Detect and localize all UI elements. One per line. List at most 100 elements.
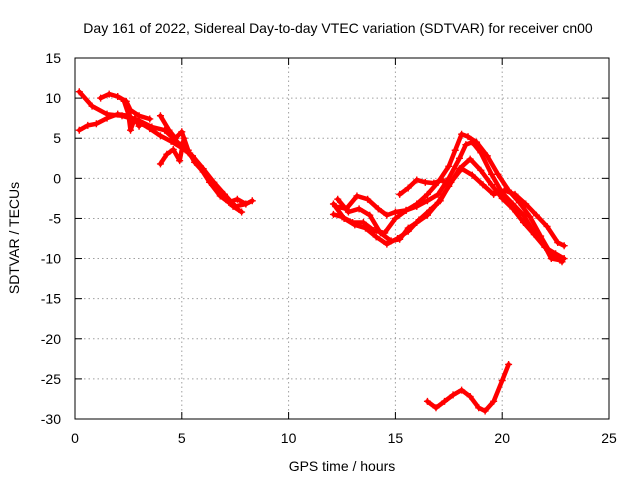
data-point bbox=[171, 134, 179, 142]
data-point bbox=[421, 178, 429, 186]
data-point bbox=[479, 181, 487, 189]
data-point bbox=[466, 393, 474, 401]
data-point bbox=[163, 150, 171, 158]
data-point bbox=[359, 218, 367, 226]
data-point bbox=[434, 190, 442, 198]
data-point bbox=[445, 162, 453, 170]
data-point bbox=[248, 197, 256, 205]
grid-lines bbox=[75, 58, 609, 419]
data-point bbox=[165, 126, 173, 134]
x-tick-label: 20 bbox=[494, 430, 510, 446]
data-point bbox=[449, 391, 457, 399]
data-point bbox=[490, 397, 498, 405]
data-point bbox=[169, 145, 177, 153]
x-tick-label: 10 bbox=[281, 430, 297, 446]
y-tick-label: 0 bbox=[53, 170, 61, 186]
data-point bbox=[509, 205, 517, 213]
data-point bbox=[199, 168, 207, 176]
series-line bbox=[77, 89, 255, 207]
data-point bbox=[180, 134, 188, 142]
data-point bbox=[530, 230, 538, 238]
data-point bbox=[488, 181, 496, 189]
data-point bbox=[351, 221, 359, 229]
data-point bbox=[481, 407, 489, 415]
y-tick-label: -5 bbox=[49, 210, 62, 226]
x-axis: 0 5 10 15 20 25 bbox=[71, 58, 617, 446]
data-point bbox=[114, 93, 122, 101]
data-point bbox=[383, 211, 391, 219]
x-tick-label: 15 bbox=[388, 430, 404, 446]
data-point bbox=[329, 200, 337, 208]
data-point bbox=[443, 181, 451, 189]
y-axis: -30 -25 -20 -15 -10 -5 0 5 10 15 bbox=[41, 50, 609, 427]
data-point bbox=[396, 190, 404, 198]
data-point bbox=[191, 158, 199, 166]
data-point bbox=[498, 194, 506, 202]
data-point bbox=[423, 197, 431, 205]
x-tick-label: 0 bbox=[71, 430, 79, 446]
data-point bbox=[334, 195, 342, 203]
data-point bbox=[423, 397, 431, 405]
data-point bbox=[490, 190, 498, 198]
data-point bbox=[92, 120, 100, 128]
data-point bbox=[238, 208, 246, 216]
series-line bbox=[425, 362, 511, 414]
data-point bbox=[455, 154, 463, 162]
data-point bbox=[391, 208, 399, 216]
data-point bbox=[88, 102, 96, 110]
data-point bbox=[156, 132, 164, 140]
data-point bbox=[156, 112, 164, 120]
data-point bbox=[462, 141, 470, 149]
data-point bbox=[404, 184, 412, 192]
data-point bbox=[120, 97, 128, 105]
data-point bbox=[146, 115, 154, 123]
data-point bbox=[404, 227, 412, 235]
series-line bbox=[331, 139, 563, 263]
data-point bbox=[103, 114, 111, 122]
data-point bbox=[532, 211, 540, 219]
data-point bbox=[376, 229, 384, 237]
data-point bbox=[466, 155, 474, 163]
data-point bbox=[210, 182, 218, 190]
data-point bbox=[475, 404, 483, 412]
data-point bbox=[242, 200, 250, 208]
data-point bbox=[402, 206, 410, 214]
data-point bbox=[176, 157, 184, 165]
data-point bbox=[374, 205, 382, 213]
data-point bbox=[543, 222, 551, 230]
x-tick-label: 25 bbox=[601, 430, 617, 446]
series-track-7 bbox=[329, 138, 564, 264]
data-point bbox=[355, 205, 363, 213]
data-point bbox=[364, 195, 372, 203]
data-point bbox=[415, 216, 423, 224]
data-point bbox=[105, 90, 113, 98]
data-point bbox=[426, 206, 434, 214]
data-point bbox=[344, 208, 352, 216]
data-point bbox=[413, 200, 421, 208]
series-track-8 bbox=[332, 130, 566, 266]
data-point bbox=[458, 165, 466, 173]
data-point bbox=[372, 233, 380, 241]
y-tick-label: -30 bbox=[41, 411, 61, 427]
data-point bbox=[520, 218, 528, 226]
data-point bbox=[329, 210, 337, 218]
data-point bbox=[500, 186, 508, 194]
data-point bbox=[488, 170, 496, 178]
data-point bbox=[541, 243, 549, 251]
series-line bbox=[333, 131, 565, 265]
data-point bbox=[430, 179, 438, 187]
data-point bbox=[383, 240, 391, 248]
data-point bbox=[560, 242, 568, 250]
x-tick-label: 5 bbox=[178, 430, 186, 446]
series-track-1 bbox=[75, 88, 256, 208]
data-point bbox=[84, 121, 92, 129]
data-point bbox=[494, 170, 502, 178]
data-point bbox=[366, 211, 374, 219]
data-point bbox=[560, 255, 568, 263]
data-point bbox=[167, 137, 175, 145]
data-point bbox=[135, 122, 143, 130]
series-track-4 bbox=[120, 97, 143, 134]
plot-frame bbox=[74, 57, 610, 420]
y-tick-label: 5 bbox=[53, 130, 61, 146]
